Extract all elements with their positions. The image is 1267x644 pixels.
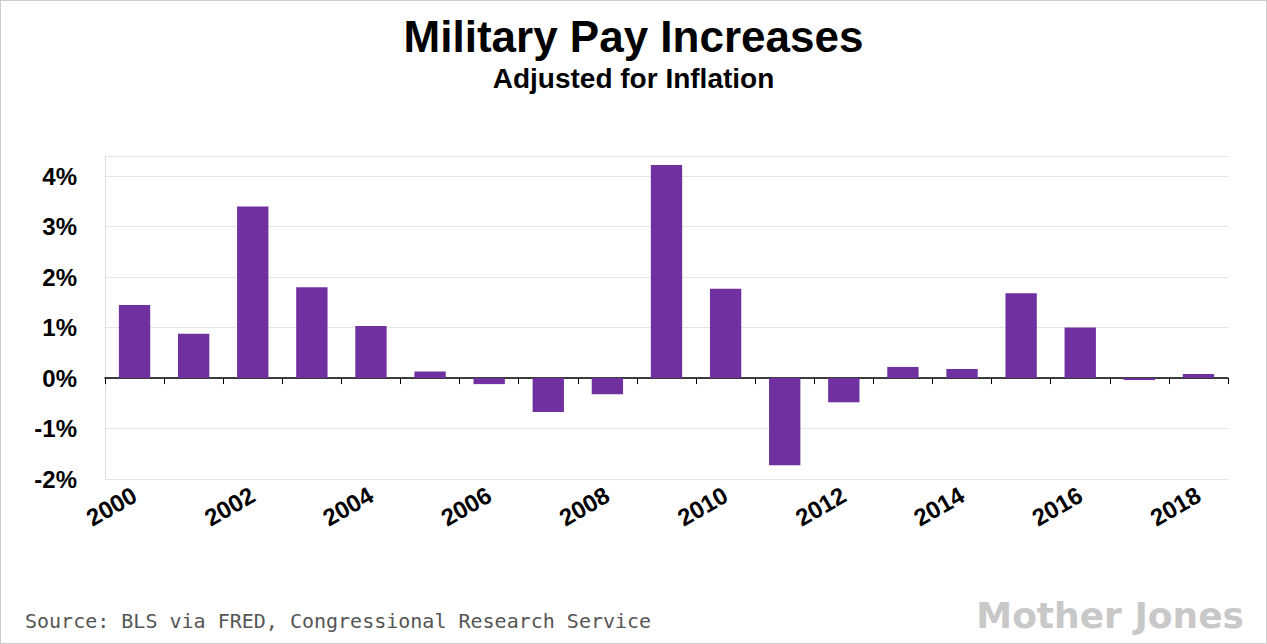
svg-text:2010: 2010 xyxy=(673,481,733,531)
svg-text:2018: 2018 xyxy=(1145,481,1205,531)
svg-text:2016: 2016 xyxy=(1027,481,1087,531)
svg-text:Military Pay Increases: Military Pay Increases xyxy=(404,12,864,61)
svg-text:Adjusted for Inflation: Adjusted for Inflation xyxy=(493,63,775,94)
svg-text:2012: 2012 xyxy=(791,481,851,531)
svg-text:-1%: -1% xyxy=(34,415,77,442)
svg-text:Mother Jones: Mother Jones xyxy=(976,595,1244,636)
svg-text:2008: 2008 xyxy=(554,481,614,531)
svg-text:2002: 2002 xyxy=(200,481,260,531)
svg-text:2006: 2006 xyxy=(436,481,496,531)
svg-text:3%: 3% xyxy=(42,213,77,240)
svg-text:4%: 4% xyxy=(42,163,77,190)
svg-text:-2%: -2% xyxy=(34,466,77,493)
svg-text:2%: 2% xyxy=(42,264,77,291)
svg-text:2014: 2014 xyxy=(909,481,969,531)
svg-text:2004: 2004 xyxy=(318,481,378,531)
svg-text:1%: 1% xyxy=(42,314,77,341)
svg-text:2000: 2000 xyxy=(82,481,142,531)
svg-text:Source: BLS via FRED, Congress: Source: BLS via FRED, Congressional Rese… xyxy=(25,609,651,633)
svg-text:0%: 0% xyxy=(42,365,77,392)
